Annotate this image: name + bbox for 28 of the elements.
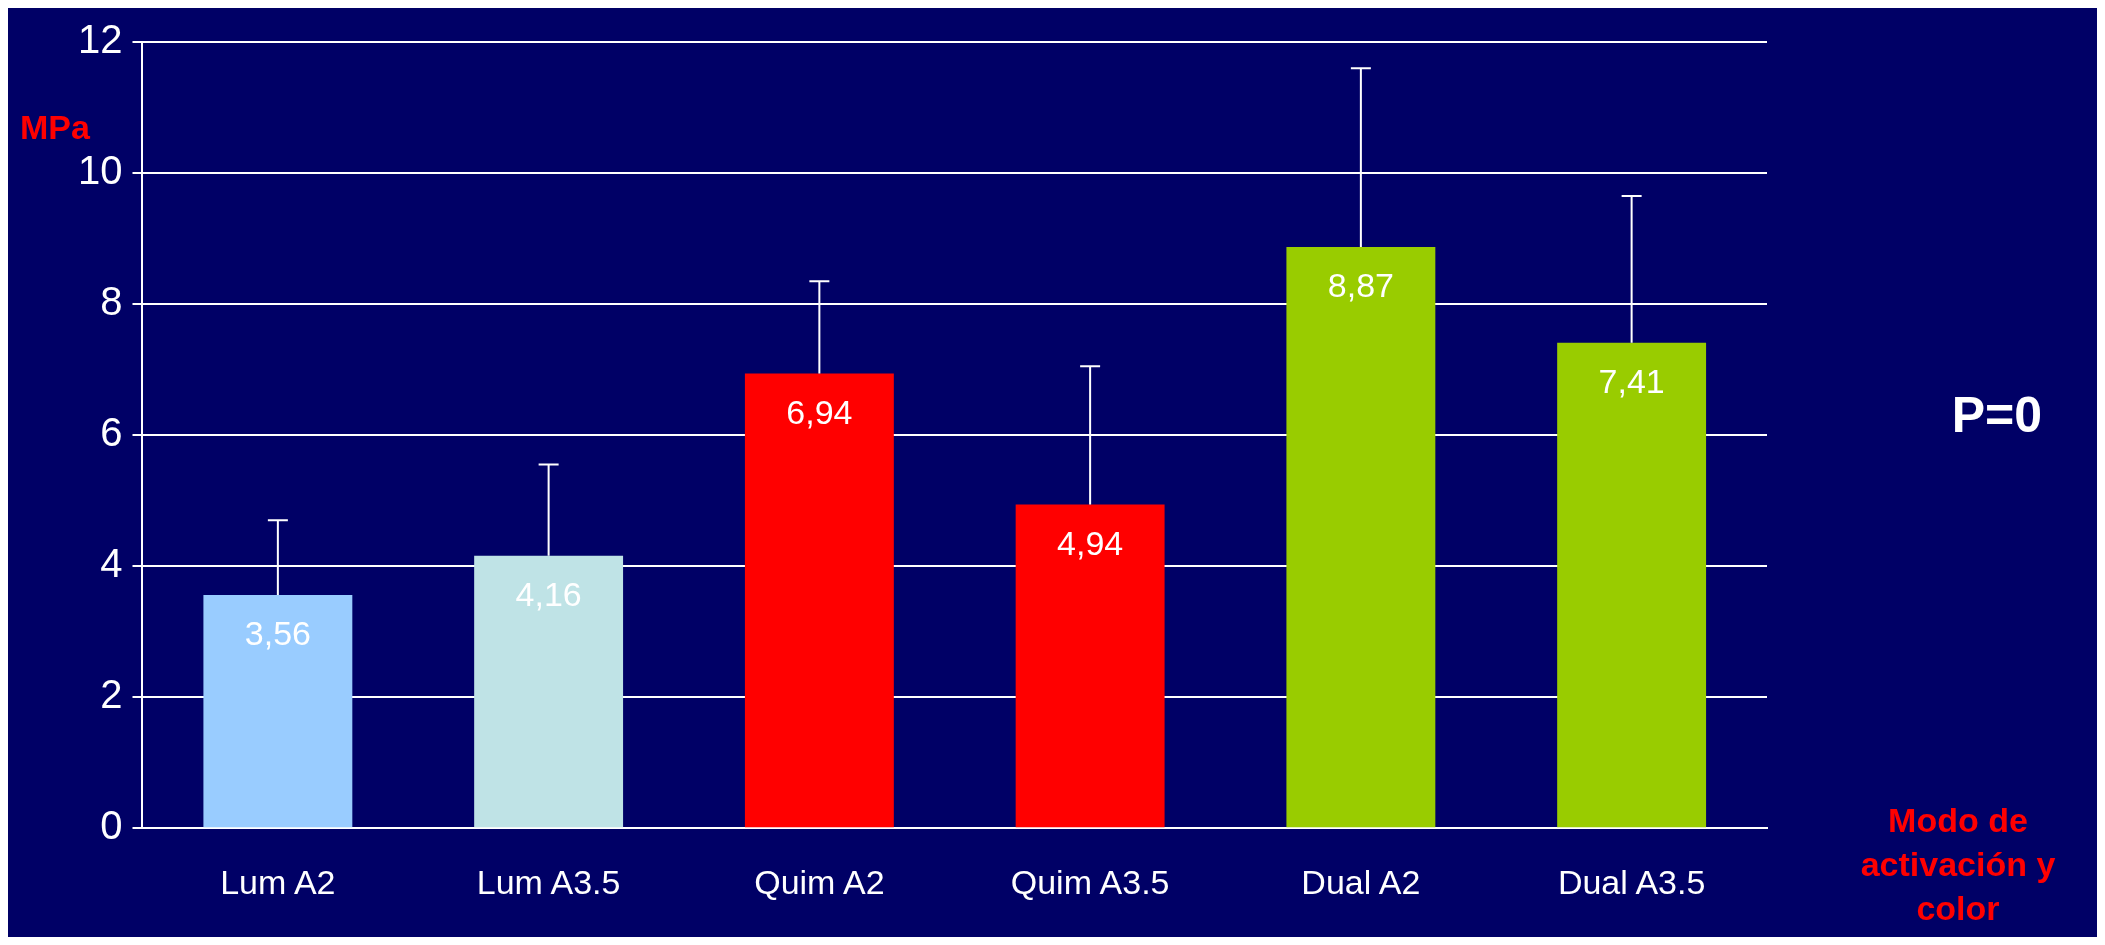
x-tick-label: Dual A3.5 <box>1557 862 1706 901</box>
x-tick-label: Quim A2 <box>754 862 885 901</box>
data-label: 4,16 <box>515 575 582 614</box>
y-axis-title: MPa <box>20 108 90 147</box>
x-axis-title: Modo de activación y color <box>1859 800 2057 929</box>
y-tick-label: 2 <box>100 672 123 717</box>
y-tick-label: 0 <box>100 803 123 848</box>
y-tick-label: 6 <box>100 410 123 455</box>
bar <box>1557 342 1707 828</box>
bar <box>1015 504 1165 828</box>
x-tick-label: Lum A3.5 <box>476 862 621 901</box>
x-tick-label: Lum A2 <box>220 862 336 901</box>
y-tick-label: 8 <box>100 279 123 324</box>
bar <box>474 555 624 828</box>
data-label: 4,94 <box>1057 523 1124 562</box>
data-label: 6,94 <box>786 392 853 431</box>
x-tick-label: Dual A2 <box>1301 862 1421 901</box>
data-label: 7,41 <box>1598 362 1665 401</box>
bar <box>744 373 894 828</box>
data-label: 3,56 <box>244 614 311 653</box>
bar <box>1286 247 1436 828</box>
text: P=0 <box>1951 386 2042 444</box>
data-label: 8,87 <box>1327 266 1394 305</box>
y-tick-label: 12 <box>77 17 123 62</box>
y-tick-label: 10 <box>77 148 123 193</box>
x-tick-label: Quim A3.5 <box>1010 862 1170 901</box>
bar <box>203 594 353 828</box>
y-tick-label: 4 <box>100 541 123 586</box>
